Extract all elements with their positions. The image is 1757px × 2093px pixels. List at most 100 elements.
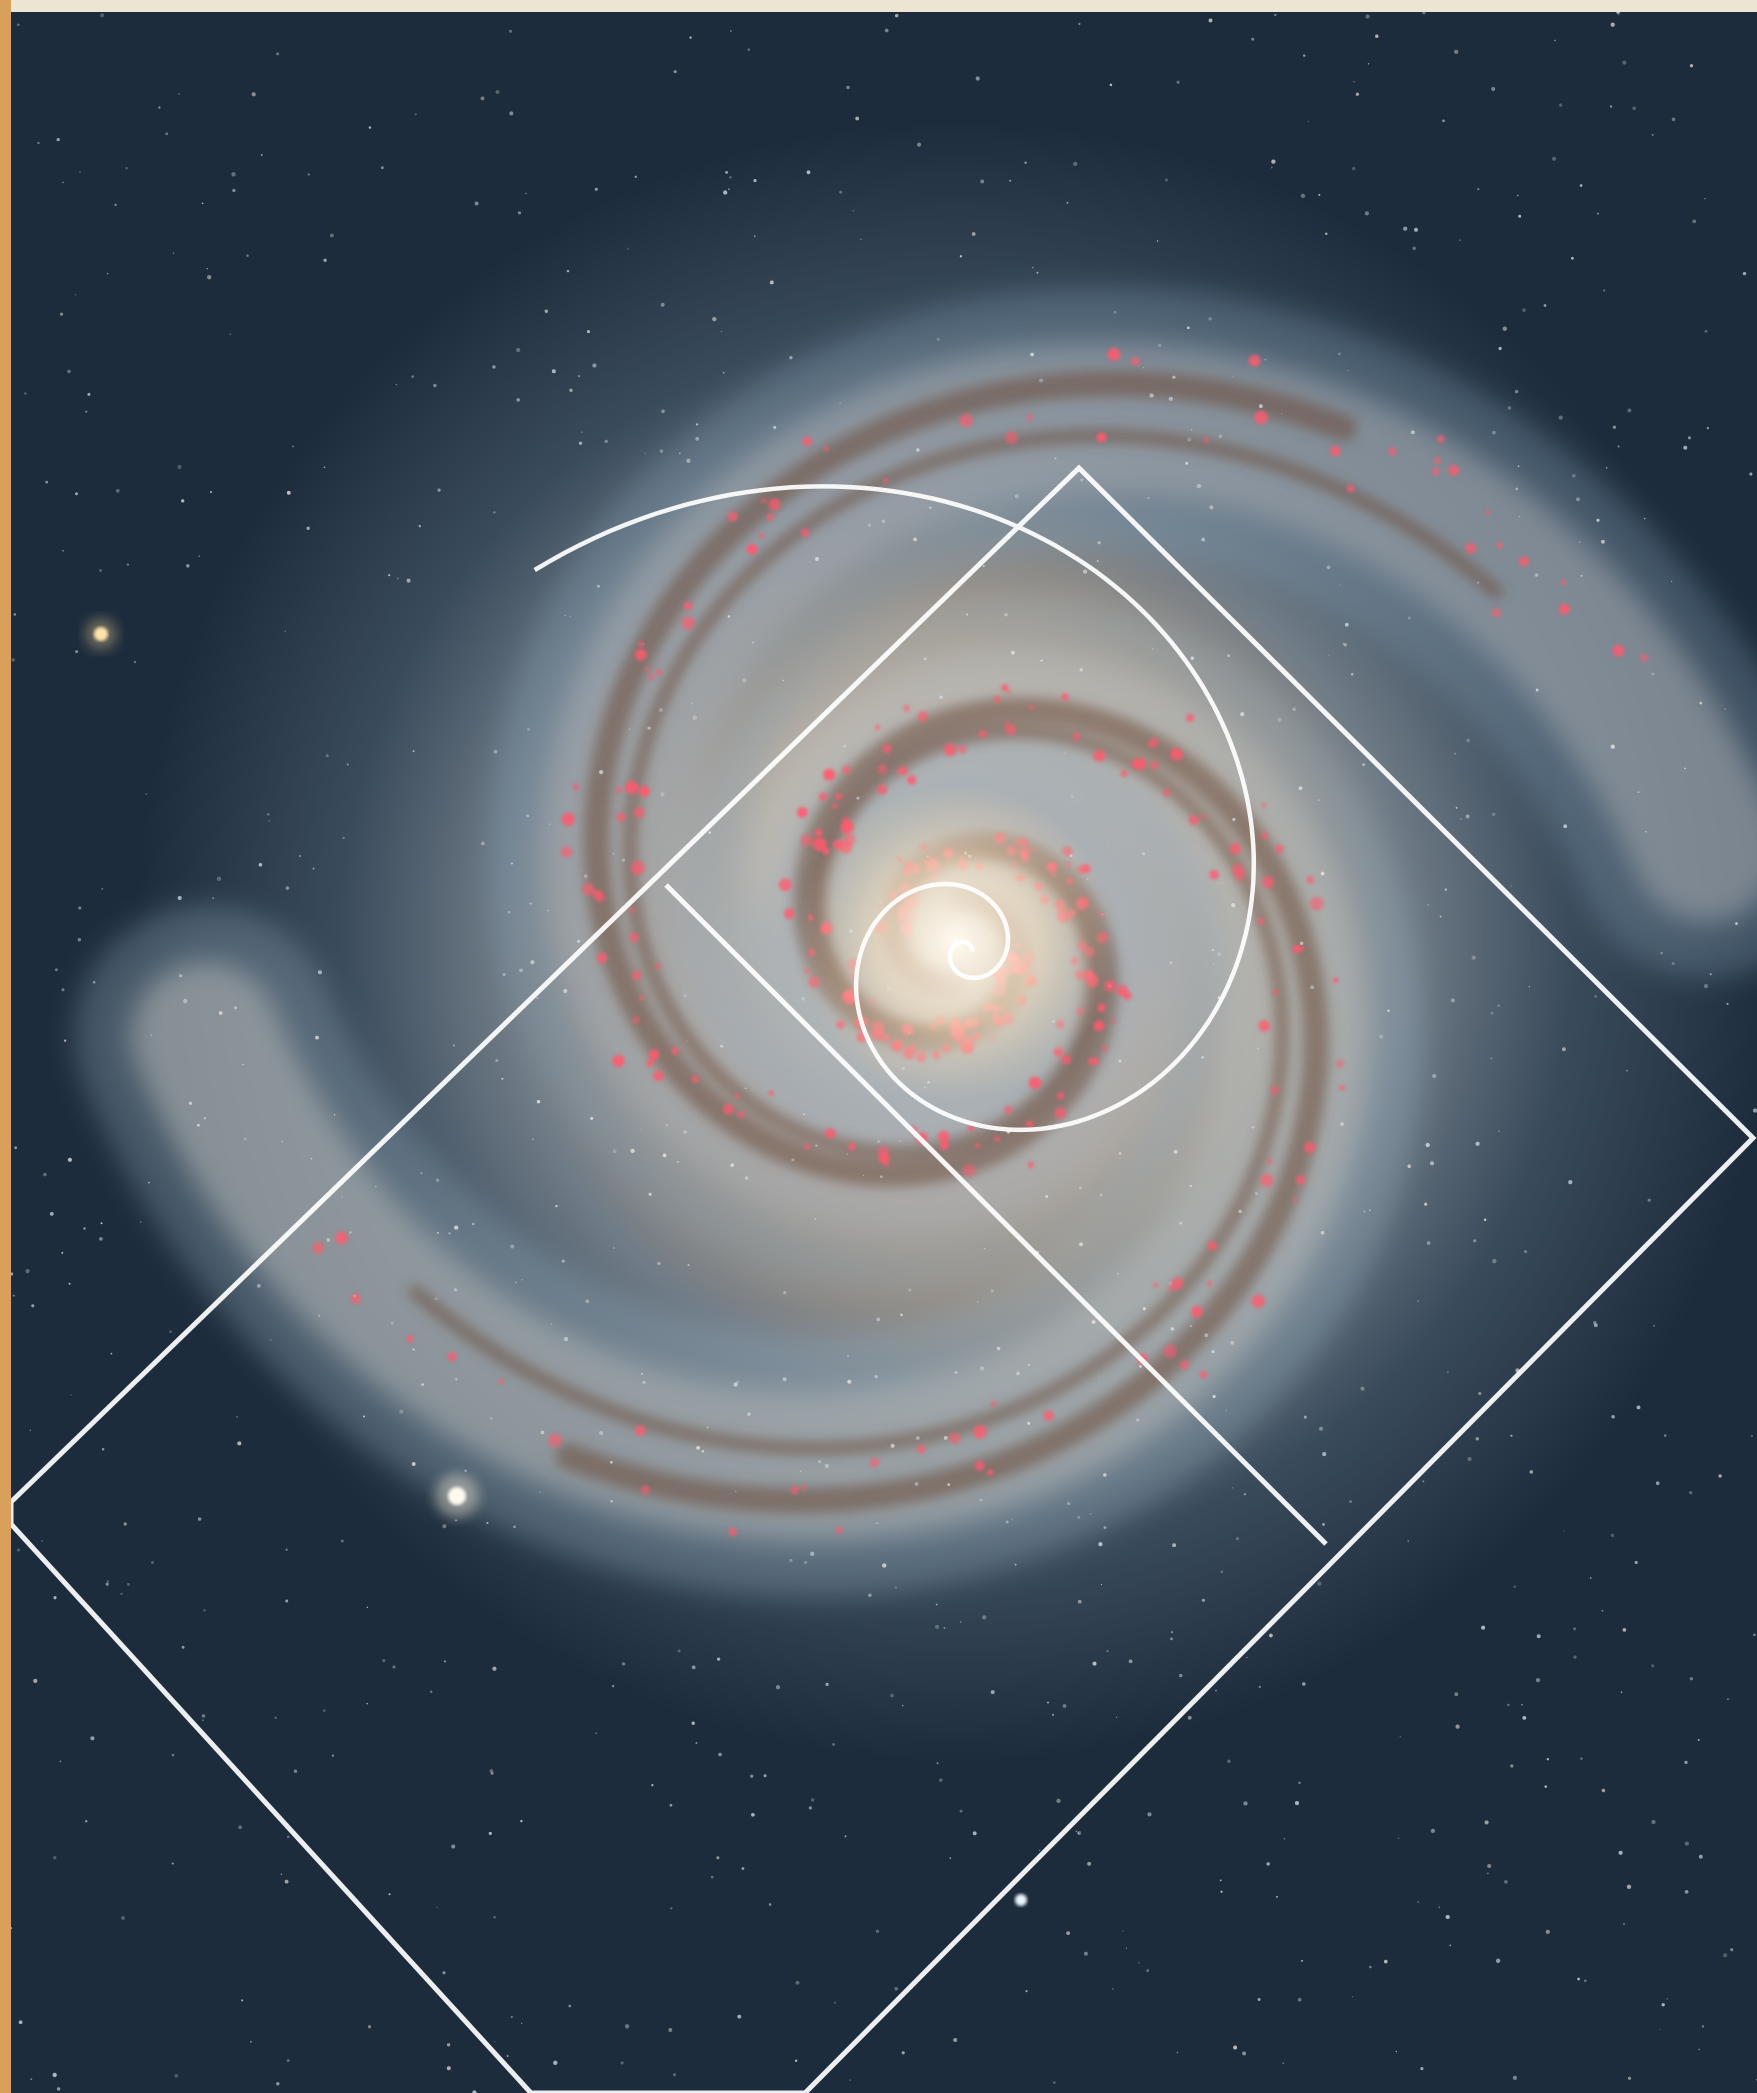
hii-region: [616, 787, 622, 793]
star: [1611, 1414, 1615, 1419]
star: [492, 1666, 497, 1671]
hii-region: [447, 1352, 457, 1362]
star: [1689, 64, 1694, 68]
star: [110, 1352, 113, 1355]
star: [1239, 743, 1241, 745]
star: [1430, 1161, 1434, 1166]
star: [106, 1580, 109, 1583]
star: [510, 1244, 515, 1249]
star: [890, 1443, 895, 1448]
hii-region: [949, 1432, 961, 1444]
star: [729, 176, 732, 179]
star: [246, 254, 249, 257]
star: [1186, 326, 1190, 330]
star: [577, 374, 581, 378]
star: [1191, 429, 1193, 431]
hii-region: [812, 837, 827, 852]
hii-region: [1336, 1059, 1344, 1068]
hii-region: [616, 812, 626, 822]
star: [669, 1803, 673, 1807]
hii-region: [1234, 869, 1246, 881]
hii-region: [1134, 757, 1147, 771]
star: [68, 1282, 71, 1285]
hii-region: [1028, 704, 1034, 710]
star: [1362, 763, 1365, 766]
star: [1605, 467, 1608, 469]
star: [121, 1916, 125, 1920]
hii-region: [800, 834, 813, 847]
hii-region: [737, 1110, 745, 1119]
star: [818, 1460, 822, 1463]
star: [83, 1227, 86, 1230]
star: [1475, 1141, 1480, 1146]
star: [1487, 1872, 1489, 1875]
star: [285, 886, 290, 890]
star: [775, 1685, 781, 1690]
star: [520, 1819, 523, 1823]
star: [1596, 518, 1600, 522]
star: [258, 863, 263, 867]
star: [898, 1139, 901, 1142]
star: [1609, 105, 1613, 108]
star: [1083, 1951, 1088, 1956]
star: [1113, 310, 1117, 314]
star: [1742, 271, 1747, 276]
hii-region: [633, 806, 645, 819]
star: [406, 578, 411, 583]
hii-region: [1258, 1020, 1271, 1032]
hii-region: [994, 1136, 1000, 1142]
hii-region: [1107, 347, 1121, 361]
star: [1466, 738, 1470, 743]
star: [513, 1525, 516, 1529]
star: [1282, 2062, 1285, 2065]
star: [730, 1163, 734, 1167]
star: [1322, 1522, 1325, 1526]
star: [1490, 1011, 1494, 1015]
star: [1445, 1914, 1450, 1920]
star: [101, 1448, 105, 1451]
star: [972, 1831, 977, 1836]
hii-region: [1005, 724, 1016, 735]
star: [1397, 1837, 1400, 1839]
star: [1318, 193, 1321, 196]
star: [1407, 616, 1411, 620]
star: [1562, 1047, 1566, 1052]
star: [901, 2051, 905, 2055]
star: [1011, 1518, 1013, 1521]
star: [806, 170, 811, 175]
star: [846, 1354, 850, 1357]
star: [935, 1624, 940, 1629]
star: [943, 1435, 948, 1440]
star: [547, 910, 549, 912]
star: [188, 1101, 193, 1105]
star: [285, 1599, 289, 1603]
star: [725, 171, 728, 174]
star: [856, 796, 860, 800]
star: [1103, 1526, 1107, 1530]
star: [808, 560, 811, 563]
star: [1618, 13, 1620, 16]
star: [1634, 1560, 1638, 1565]
star: [1209, 505, 1214, 510]
star: [889, 1693, 894, 1698]
star: [1257, 1048, 1259, 1050]
star: [1232, 375, 1234, 378]
star: [1211, 948, 1215, 952]
star: [959, 255, 963, 258]
hii-region: [1001, 684, 1009, 692]
star: [1219, 1879, 1222, 1882]
star: [472, 2090, 477, 2093]
star: [85, 410, 88, 413]
star: [587, 330, 590, 334]
star: [1422, 12, 1426, 15]
star: [728, 188, 730, 191]
star: [810, 1798, 815, 1802]
star: [14, 1146, 18, 1150]
hii-region: [1388, 447, 1397, 456]
hii-region: [1293, 1198, 1297, 1202]
star: [507, 910, 511, 914]
hii-region: [1209, 869, 1219, 880]
hii-region: [1640, 653, 1648, 662]
star: [1157, 343, 1162, 348]
star: [315, 1035, 319, 1040]
